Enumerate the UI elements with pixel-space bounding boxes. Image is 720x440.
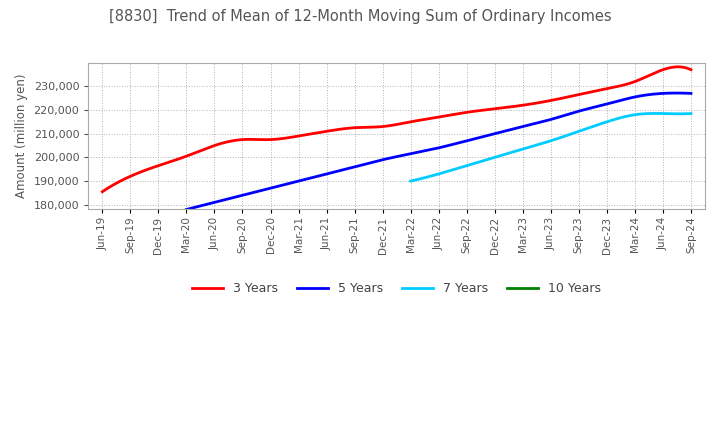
5 Years bbox=[182, 207, 191, 212]
7 Years bbox=[408, 178, 416, 183]
7 Years bbox=[651, 111, 660, 116]
3 Years bbox=[594, 88, 603, 93]
7 Years bbox=[573, 129, 582, 134]
3 Years bbox=[98, 189, 107, 194]
5 Years bbox=[491, 131, 500, 136]
7 Years bbox=[406, 178, 415, 183]
Legend: 3 Years, 5 Years, 7 Years, 10 Years: 3 Years, 5 Years, 7 Years, 10 Years bbox=[187, 277, 606, 301]
Y-axis label: Amount (million yen): Amount (million yen) bbox=[15, 74, 28, 198]
7 Years bbox=[643, 111, 652, 116]
3 Years bbox=[631, 79, 640, 84]
5 Years bbox=[608, 100, 616, 106]
5 Years bbox=[687, 91, 696, 96]
3 Years bbox=[687, 67, 696, 72]
5 Years bbox=[482, 133, 491, 138]
5 Years bbox=[184, 206, 192, 212]
5 Years bbox=[672, 90, 680, 95]
Text: [8830]  Trend of Mean of 12-Month Moving Sum of Ordinary Incomes: [8830] Trend of Mean of 12-Month Moving … bbox=[109, 9, 611, 24]
7 Years bbox=[687, 111, 696, 116]
3 Years bbox=[446, 112, 455, 117]
Line: 5 Years: 5 Years bbox=[186, 93, 691, 209]
Line: 7 Years: 7 Years bbox=[410, 114, 691, 181]
7 Years bbox=[578, 128, 587, 133]
7 Years bbox=[662, 111, 670, 116]
3 Years bbox=[459, 110, 467, 116]
7 Years bbox=[572, 129, 581, 135]
Line: 3 Years: 3 Years bbox=[102, 67, 691, 192]
3 Years bbox=[100, 188, 109, 193]
3 Years bbox=[449, 112, 457, 117]
3 Years bbox=[673, 64, 682, 70]
5 Years bbox=[639, 93, 648, 98]
5 Years bbox=[481, 133, 490, 139]
